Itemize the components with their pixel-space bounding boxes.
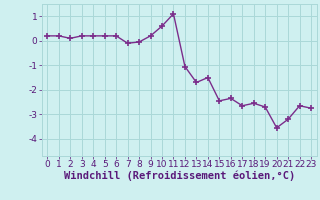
X-axis label: Windchill (Refroidissement éolien,°C): Windchill (Refroidissement éolien,°C) [64,171,295,181]
